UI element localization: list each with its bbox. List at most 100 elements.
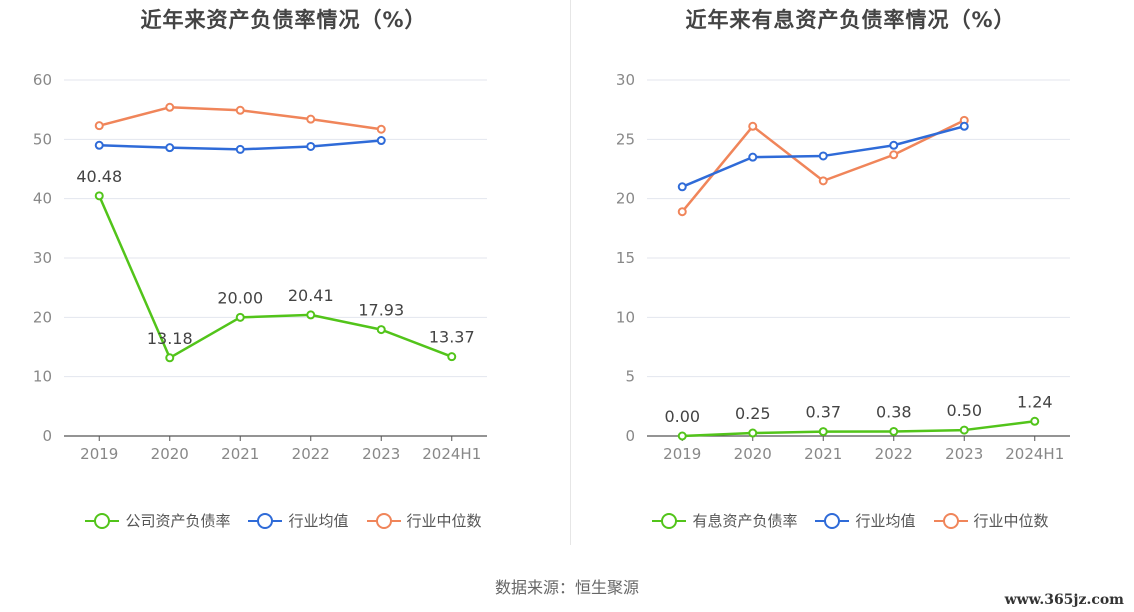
y-tick-label: 10 (616, 308, 635, 326)
data-point (818, 176, 828, 186)
data-point (235, 144, 245, 154)
data-label: 0.25 (735, 404, 771, 423)
data-point (959, 425, 969, 435)
line-chart-interest-debt-ratio: 0 5 10 15 20 25 30 2019 2020 2021 2022 2023 2024H1 0.… (616, 71, 1070, 463)
x-tick-label: 2024H1 (1005, 445, 1064, 463)
y-tick-label: 25 (616, 130, 635, 148)
x-tick-label: 2020 (734, 445, 772, 463)
legend-item[interactable]: 行业中位数 (366, 510, 482, 531)
data-label: 20.41 (288, 286, 334, 305)
data-point (748, 428, 758, 438)
data-point (677, 182, 687, 192)
data-point (677, 207, 687, 217)
data-point (376, 124, 386, 134)
y-tick-label: 30 (33, 249, 52, 267)
chart-title: 近年来有息资产负债率情况（%） (685, 8, 1016, 32)
legend-label: 有息资产负债率 (692, 512, 798, 530)
chart-panel-right: 近年来有息资产负债率情况（%） 0 5 10 15 20 25 30 2019 2020 2021… (567, 0, 1134, 545)
legend-label: 行业均值 (855, 512, 916, 530)
chart-legend: 公司资产负债率 行业均值 行业中位数 (0, 510, 567, 531)
data-label: 0.00 (664, 407, 700, 426)
data-point (818, 151, 828, 161)
legend-label: 公司资产负债率 (125, 512, 231, 530)
data-label: 1.24 (1017, 392, 1053, 411)
data-point (94, 191, 104, 201)
legend-marker-icon (815, 512, 850, 530)
data-point (376, 325, 386, 335)
data-point (677, 431, 687, 441)
data-point (306, 141, 316, 151)
data-point (447, 352, 457, 362)
y-tick-label: 10 (33, 368, 52, 386)
x-tick-label: 2022 (292, 445, 330, 463)
y-tick-label: 0 (625, 427, 635, 445)
data-point (235, 312, 245, 322)
data-point (306, 114, 316, 124)
series-line (98, 195, 453, 360)
y-tick-label: 20 (33, 308, 52, 326)
x-tick-label: 2019 (80, 445, 118, 463)
y-tick-label: 15 (616, 249, 635, 267)
data-point (235, 105, 245, 115)
legend-label: 行业均值 (288, 512, 349, 530)
panel-divider (570, 0, 571, 545)
data-label: 0.38 (876, 402, 912, 421)
y-tick-label: 20 (616, 190, 635, 208)
data-point (889, 140, 899, 150)
data-point (165, 143, 175, 153)
y-tick-label: 60 (33, 71, 52, 89)
y-tick-label: 30 (616, 71, 635, 89)
legend-item[interactable]: 行业均值 (248, 510, 349, 531)
data-point (889, 150, 899, 160)
data-point (376, 136, 386, 146)
chart-legend: 有息资产负债率 行业均值 行业中位数 (567, 510, 1134, 531)
data-point (748, 152, 758, 162)
x-tick-label: 2021 (804, 445, 842, 463)
series-line (681, 119, 965, 213)
legend-marker-icon (652, 512, 687, 530)
y-tick-label: 5 (625, 368, 635, 386)
x-tick-label: 2023 (362, 445, 400, 463)
x-tick-label: 2023 (945, 445, 983, 463)
legend-marker-icon (366, 512, 401, 530)
legend-label: 行业中位数 (973, 512, 1049, 530)
chart-title: 近年来资产负债率情况（%） (140, 8, 427, 32)
x-tick-label: 2024H1 (422, 445, 481, 463)
y-tick-label: 0 (42, 427, 52, 445)
data-point (959, 121, 969, 131)
legend-item[interactable]: 行业均值 (815, 510, 916, 531)
data-point (165, 102, 175, 112)
legend-item[interactable]: 行业中位数 (933, 510, 1049, 531)
y-tick-label: 50 (33, 130, 52, 148)
data-label: 40.48 (76, 167, 122, 186)
data-point (889, 426, 899, 436)
y-tick-label: 40 (33, 190, 52, 208)
legend-label: 行业中位数 (406, 512, 482, 530)
data-label: 13.18 (147, 329, 193, 348)
data-label: 0.50 (946, 401, 982, 420)
data-point (94, 121, 104, 131)
x-tick-label: 2021 (221, 445, 259, 463)
data-point (165, 353, 175, 363)
data-label: 20.00 (217, 288, 263, 307)
x-tick-label: 2019 (663, 445, 701, 463)
data-point (94, 140, 104, 150)
data-point (1030, 416, 1040, 426)
data-point (306, 310, 316, 320)
data-label: 13.37 (429, 328, 475, 347)
series-line (682, 420, 1035, 438)
watermark: www.365jz.com (1004, 592, 1124, 608)
legend-marker-icon (85, 512, 120, 530)
x-tick-label: 2020 (151, 445, 189, 463)
data-source: 数据来源：恒生聚源 (494, 578, 639, 597)
legend-marker-icon (248, 512, 283, 530)
data-point (818, 427, 828, 437)
chart-panel-left: 近年来资产负债率情况（%） 0 10 20 30 40 50 60 2019 2020 2021 2… (0, 0, 567, 545)
data-point (748, 121, 758, 131)
line-chart-debt-ratio: 0 10 20 30 40 50 60 2019 2020 2021 2022 2023 2024H1 4… (33, 71, 487, 463)
legend-item[interactable]: 有息资产负债率 (652, 510, 797, 531)
legend-item[interactable]: 公司资产负债率 (85, 510, 230, 531)
legend-marker-icon (933, 512, 968, 530)
data-label: 0.37 (805, 403, 841, 422)
data-label: 17.93 (358, 301, 404, 320)
